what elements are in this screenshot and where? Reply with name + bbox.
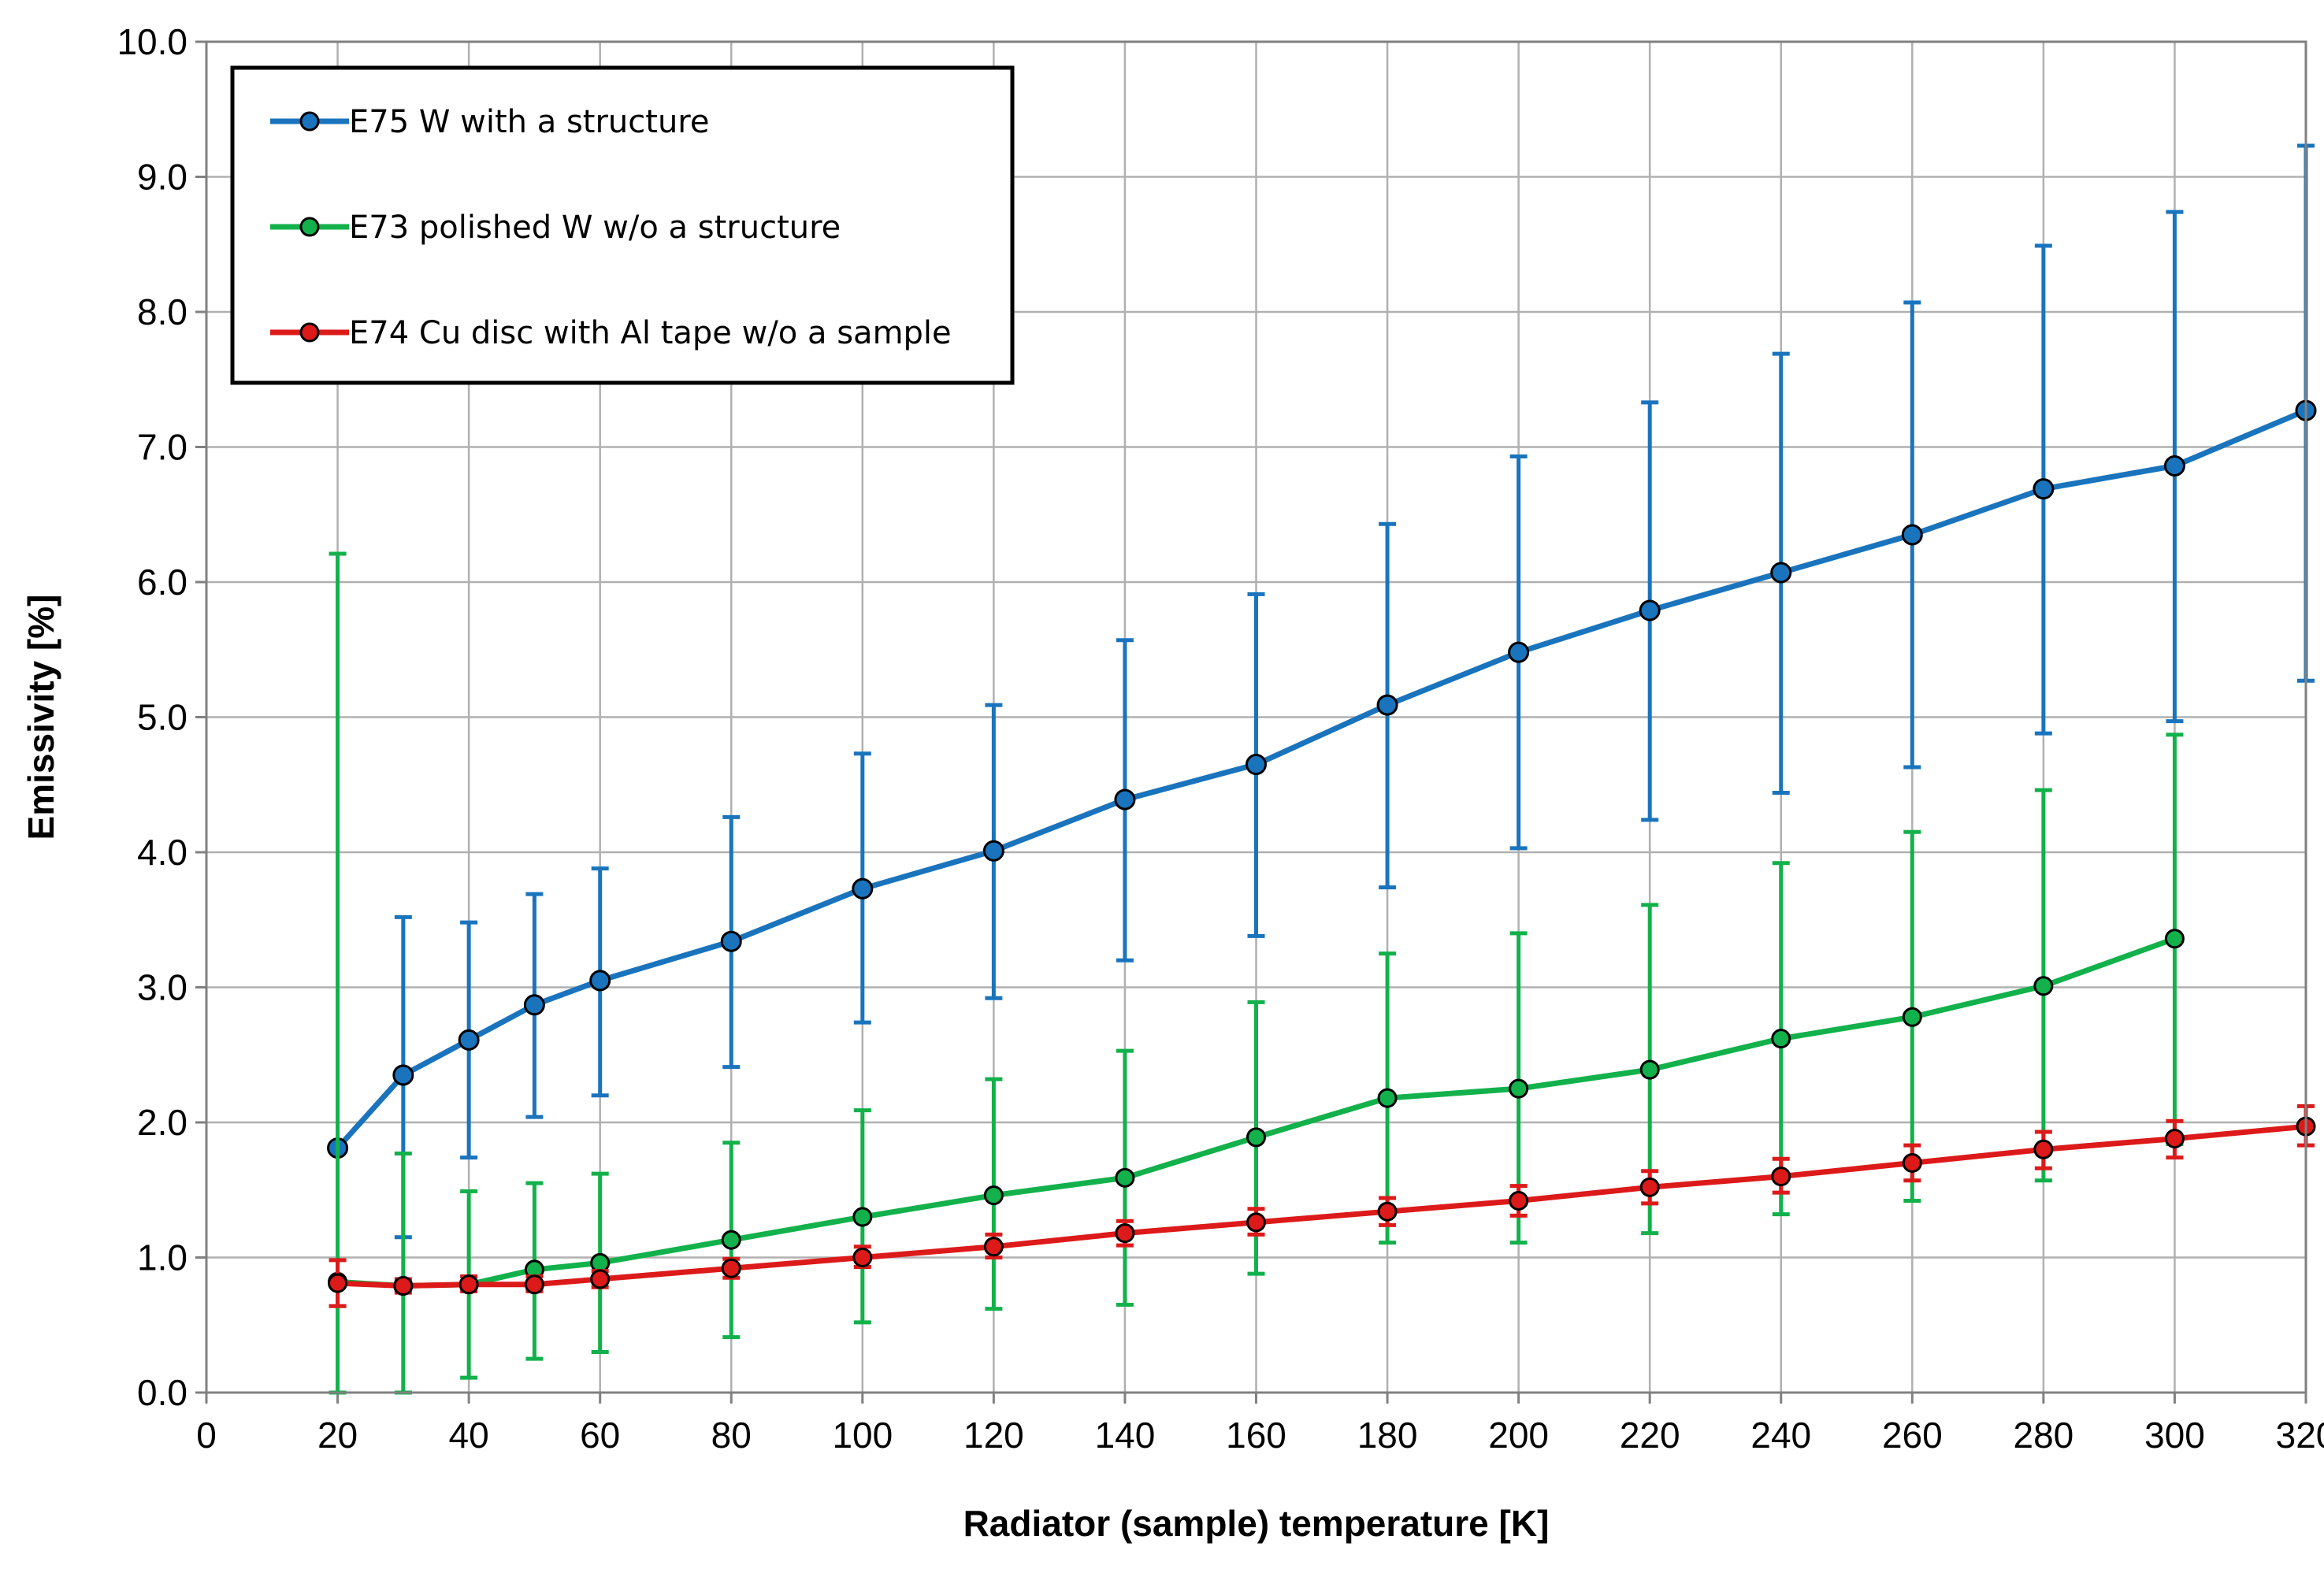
data-point	[983, 1185, 1004, 1206]
legend-label: E73 polished W w/o a structure	[349, 210, 841, 246]
data-point	[1509, 1190, 1529, 1211]
data-point	[983, 1237, 1004, 1257]
data-point	[852, 1207, 873, 1227]
y-tick-label: 7.0	[137, 427, 187, 468]
legend-item-2: E73 polished W w/o a structure	[270, 210, 841, 246]
data-point	[1771, 1167, 1791, 1187]
data-point	[2033, 976, 2054, 996]
data-point	[720, 930, 742, 952]
data-point	[393, 1276, 414, 1296]
x-tick-label: 240	[1750, 1415, 1811, 1456]
data-point	[1114, 788, 1136, 810]
x-tick-label: 120	[963, 1415, 1024, 1456]
data-point	[458, 1029, 480, 1051]
data-point	[1770, 562, 1792, 584]
data-point	[590, 1269, 611, 1289]
x-tick-label: 140	[1095, 1415, 1156, 1456]
y-tick-label: 6.0	[137, 562, 187, 603]
y-tick-label: 4.0	[137, 832, 187, 873]
y-tick-label: 3.0	[137, 967, 187, 1008]
legend: E75 W with a structure E73 polished W w/o…	[230, 65, 1015, 385]
y-tick-label: 9.0	[137, 157, 187, 198]
data-point	[1246, 1212, 1266, 1233]
legend-marker	[299, 111, 320, 132]
x-tick-label: 60	[580, 1415, 620, 1456]
data-point	[328, 1273, 348, 1293]
legend-box	[230, 65, 1015, 385]
y-tick-label: 8.0	[137, 291, 187, 332]
x-axis-ticks: 0 20 40 60 80 100 120 140 160 180 200 220 240 260 280 3…	[196, 1393, 2324, 1456]
plot-frame	[205, 40, 2307, 1394]
series-line	[337, 1123, 2307, 1289]
data-point	[1771, 1029, 1791, 1049]
data-point	[721, 1258, 741, 1278]
x-tick-label: 100	[832, 1415, 893, 1456]
data-point	[1639, 599, 1661, 621]
series-line	[335, 407, 2307, 1150]
y-tick-label: 10.0	[117, 21, 187, 62]
y-tick-label: 2.0	[137, 1102, 187, 1143]
legend-label: E75 W with a structure	[349, 104, 709, 140]
legend-marker	[299, 217, 320, 237]
data-point	[982, 840, 1004, 862]
x-tick-label: 80	[711, 1415, 752, 1456]
data-point	[1115, 1167, 1135, 1188]
x-tick-label: 20	[317, 1415, 358, 1456]
series-3	[328, 1103, 2316, 1308]
data-point	[1902, 1152, 1922, 1173]
data-point	[458, 1274, 479, 1295]
data-point	[1377, 1201, 1398, 1222]
data-point	[1246, 1127, 1266, 1148]
data-point	[1901, 524, 1923, 546]
x-axis-title: Radiator (sample) temperature [K]	[963, 1503, 1550, 1544]
data-point	[1639, 1177, 1660, 1197]
data-point	[1639, 1059, 1660, 1080]
y-axis-ticks: 0.0 1.0 2.0 3.0 4.0 5.0 6.0 7.0 8.0 9.0 10.0	[117, 21, 206, 1413]
data-point	[1902, 1007, 1922, 1027]
data-point	[852, 1248, 873, 1267]
legend-label: E74 Cu disc with Al tape w/o a sample	[349, 315, 952, 351]
data-point	[1246, 754, 1267, 776]
x-tick-label: 220	[1620, 1415, 1680, 1456]
x-tick-label: 260	[1882, 1415, 1943, 1456]
data-point	[1377, 1088, 1398, 1108]
data-point	[392, 1064, 414, 1086]
data-point	[523, 994, 545, 1016]
series-layer	[327, 143, 2317, 1395]
data-point	[1509, 1078, 1529, 1099]
y-tick-label: 0.0	[137, 1372, 187, 1413]
data-point	[590, 1252, 611, 1273]
x-tick-label: 40	[449, 1415, 489, 1456]
x-tick-label: 280	[2014, 1415, 2074, 1456]
x-tick-label: 320	[2276, 1415, 2324, 1456]
data-point	[524, 1274, 544, 1295]
data-point	[589, 970, 611, 992]
x-tick-label: 200	[1488, 1415, 1549, 1456]
legend-item-1: E75 W with a structure	[270, 104, 709, 140]
data-point	[1508, 641, 1530, 663]
data-point	[2033, 1139, 2054, 1159]
data-point	[1115, 1223, 1135, 1244]
data-point	[852, 877, 874, 899]
y-tick-label: 1.0	[137, 1237, 187, 1278]
y-tick-label: 5.0	[137, 697, 187, 738]
x-tick-label: 160	[1226, 1415, 1286, 1456]
x-tick-label: 300	[2144, 1415, 2205, 1456]
data-point	[2164, 929, 2185, 949]
legend-marker	[299, 322, 320, 343]
data-point	[2164, 1129, 2185, 1149]
data-point	[1376, 694, 1398, 716]
data-point	[721, 1230, 741, 1250]
x-tick-label: 180	[1357, 1415, 1418, 1456]
x-tick-label: 0	[196, 1415, 217, 1456]
legend-item-3: E74 Cu disc with Al tape w/o a sample	[270, 315, 952, 351]
data-point	[2033, 478, 2055, 500]
data-point	[2163, 455, 2185, 477]
y-axis-title: Emissivity [%]	[20, 595, 61, 840]
